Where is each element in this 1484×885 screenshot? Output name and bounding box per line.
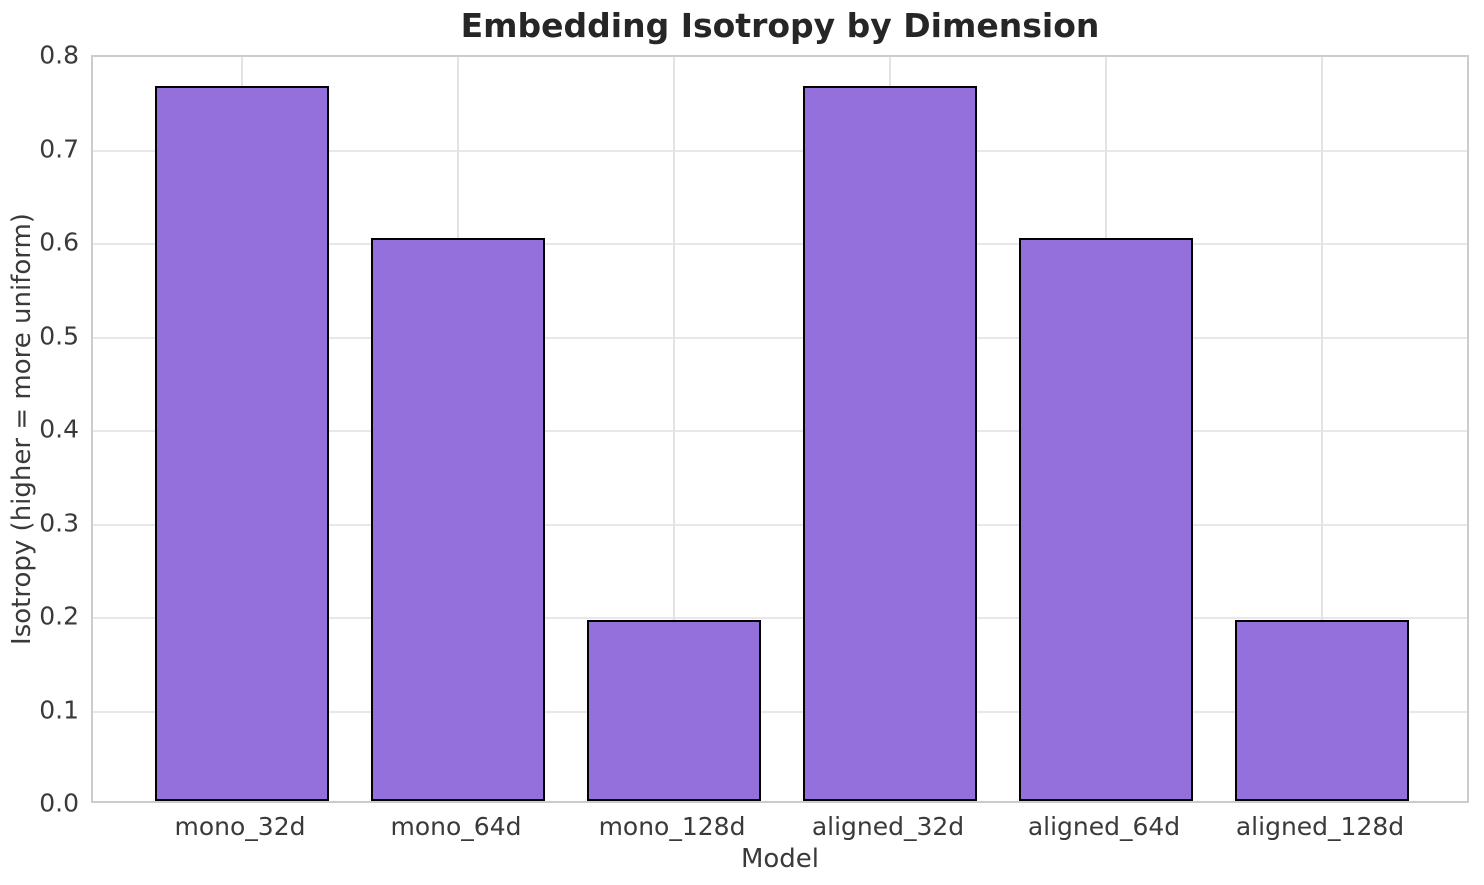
gridline-horizontal (93, 243, 1467, 245)
plot-area (91, 55, 1469, 803)
y-tick-label: 0.7 (39, 134, 79, 163)
y-tick-label: 0.1 (39, 695, 79, 724)
x-tick-label: mono_64d (390, 812, 522, 841)
gridline-horizontal (93, 336, 1467, 339)
x-tick-label: aligned_32d (811, 812, 965, 841)
bar-mono_32d (155, 86, 329, 801)
x-tick-label: aligned_64d (1027, 812, 1181, 841)
bar-aligned_64d (1019, 238, 1193, 801)
gridline-horizontal (93, 430, 1467, 432)
x-tick-label: aligned_128d (1235, 812, 1405, 841)
gridline-horizontal (93, 617, 1467, 619)
gridline-horizontal (93, 710, 1467, 713)
bar-mono_128d (587, 620, 761, 801)
y-tick-label: 0.3 (39, 508, 79, 537)
gridline-horizontal (93, 523, 1467, 526)
gridline-horizontal (93, 149, 1467, 152)
x-tick-label: mono_128d (598, 812, 746, 841)
gridline-vertical (673, 57, 675, 801)
y-tick-label: 0.6 (39, 227, 79, 257)
bar-mono_64d (371, 238, 545, 801)
y-tick-label: 0.5 (39, 321, 79, 350)
x-tick-label: mono_32d (174, 812, 306, 841)
y-tick-label: 0.2 (39, 601, 79, 631)
y-tick-label: 0.0 (39, 788, 79, 818)
y-tick-label: 0.8 (39, 40, 79, 70)
bar-aligned_128d (1235, 620, 1409, 801)
bar-aligned_32d (803, 86, 977, 801)
y-tick-label: 0.4 (39, 414, 79, 444)
x-axis-label: Model (740, 844, 820, 874)
gridline-vertical (1321, 57, 1323, 801)
chart-title: Embedding Isotropy by Dimension (460, 6, 1100, 45)
